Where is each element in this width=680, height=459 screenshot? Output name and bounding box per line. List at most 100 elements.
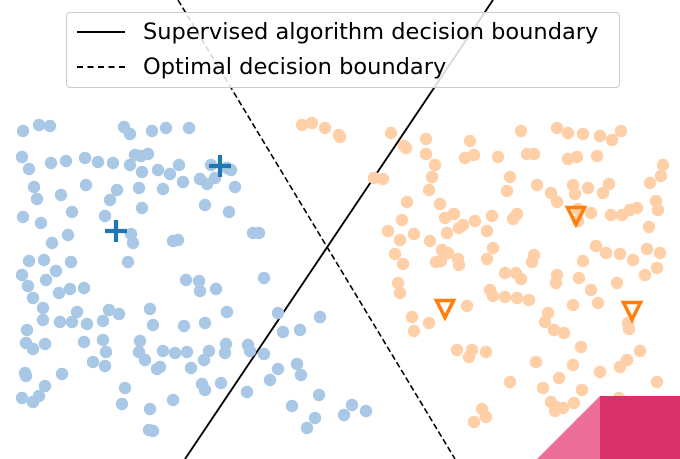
series-0-point-97 — [209, 282, 223, 296]
series-0-point-83 — [359, 404, 373, 418]
series-0-point-98 — [220, 305, 234, 319]
series-0-point-20 — [64, 255, 78, 269]
dashed-line-swatch — [77, 66, 125, 68]
series-1-point-62 — [395, 213, 409, 227]
series-0-point-11 — [54, 188, 68, 202]
series-0-point-108 — [103, 193, 117, 207]
series-0-point-19 — [49, 264, 63, 278]
solid-line-swatch — [77, 31, 125, 33]
series-1-point-18 — [467, 148, 481, 162]
series-3-point-1 — [433, 298, 457, 322]
series-1-point-42 — [503, 170, 517, 184]
series-1-point-9 — [419, 147, 433, 161]
series-1-point-95 — [566, 298, 580, 312]
series-1-point-45 — [485, 209, 499, 223]
series-1-point-94 — [557, 326, 571, 340]
series-1-point-33 — [654, 169, 668, 183]
series-1-point-107 — [610, 276, 624, 290]
series-0-point-12 — [44, 156, 58, 170]
series-1-point-101 — [613, 247, 627, 261]
series-0-point-94 — [179, 273, 193, 287]
series-1-point-39 — [550, 195, 564, 209]
series-0-point-100 — [257, 271, 271, 285]
series-1-point-26 — [593, 129, 607, 143]
series-0-point-113 — [172, 158, 186, 172]
series-0-point-109 — [135, 201, 149, 215]
series-0-point-23 — [77, 281, 91, 295]
legend-label-optimal: Optimal decision boundary — [143, 54, 447, 80]
series-0-point-17 — [21, 279, 35, 293]
series-1-point-2 — [318, 121, 332, 135]
series-1-point-47 — [468, 214, 482, 228]
pink-triangle-shape — [537, 396, 600, 459]
series-0-point-111 — [163, 167, 177, 181]
series-0-point-91 — [313, 310, 327, 324]
series-0-point-66 — [180, 345, 194, 359]
series-1-point-24 — [561, 126, 575, 140]
series-1-point-38 — [568, 187, 582, 201]
series-0-point-47 — [15, 391, 29, 405]
series-1-point-125 — [556, 401, 570, 415]
series-1-point-41 — [530, 178, 544, 192]
series-0-point-130 — [145, 124, 159, 138]
series-1-point-113 — [613, 360, 627, 374]
series-1-point-36 — [596, 186, 610, 200]
series-0-point-69 — [214, 376, 228, 390]
series-1-point-146 — [581, 181, 595, 195]
series-1-point-49 — [440, 226, 454, 240]
series-0-point-70 — [218, 346, 232, 360]
series-0-point-138 — [110, 183, 124, 197]
series-1-point-13 — [422, 183, 436, 197]
series-0-point-14 — [37, 253, 51, 267]
series-1-point-76 — [460, 299, 474, 313]
series-0-point-107 — [98, 209, 112, 223]
series-1-point-64 — [393, 233, 407, 247]
series-0-point-4 — [22, 162, 36, 176]
legend-entry-optimal: Optimal decision boundary — [77, 52, 446, 82]
series-1-point-117 — [552, 371, 566, 385]
series-2-point-1 — [105, 220, 127, 242]
series-0-point-79 — [294, 368, 308, 382]
series-1-point-106 — [650, 261, 664, 275]
series-0-point-64 — [177, 319, 191, 333]
series-1-point-118 — [536, 381, 550, 395]
series-1-point-132 — [642, 220, 656, 234]
series-1-point-53 — [452, 221, 466, 235]
series-1-point-66 — [396, 257, 410, 271]
series-0-point-117 — [198, 198, 212, 212]
series-1-point-119 — [529, 355, 543, 369]
series-1-point-92 — [538, 315, 552, 329]
series-1-point-131 — [650, 375, 664, 389]
series-1-point-114 — [593, 365, 607, 379]
series-1-point-27 — [614, 124, 628, 138]
series-1-point-85 — [510, 291, 524, 305]
series-0-point-27 — [20, 323, 34, 337]
series-1-point-83 — [514, 272, 528, 286]
series-0-point-2 — [43, 119, 57, 133]
series-0-point-1 — [32, 118, 46, 132]
series-0-point-26 — [36, 313, 50, 327]
series-0-point-141 — [34, 216, 48, 230]
series-0-point-132 — [182, 121, 196, 135]
series-0-point-71 — [219, 337, 233, 351]
series-0-point-6 — [30, 192, 44, 206]
series-0-point-78 — [290, 357, 304, 371]
series-1-point-127 — [575, 383, 589, 397]
series-0-point-106 — [121, 255, 135, 269]
series-0-point-137 — [79, 178, 93, 192]
series-1-point-28 — [605, 133, 619, 147]
series-0-point-119 — [228, 180, 242, 194]
series-0-point-22 — [63, 282, 77, 296]
series-1-point-59 — [429, 255, 443, 269]
series-0-point-62 — [143, 302, 157, 316]
series-0-point-93 — [241, 338, 255, 352]
series-1-point-102 — [626, 253, 640, 267]
series-1-point-67 — [391, 276, 405, 290]
series-1-point-144 — [467, 415, 481, 429]
series-1-point-99 — [589, 239, 603, 253]
series-1-point-110 — [622, 322, 636, 336]
series-1-point-74 — [479, 345, 493, 359]
series-1-point-96 — [584, 283, 598, 297]
series-1-point-100 — [599, 246, 613, 260]
series-1-point-61 — [407, 227, 421, 241]
